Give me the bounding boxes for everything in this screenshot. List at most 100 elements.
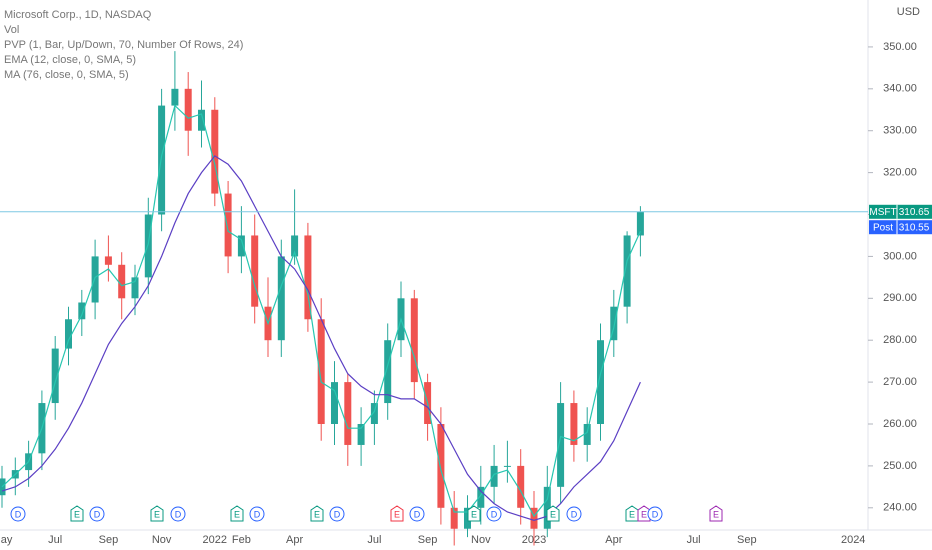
y-tick-label: 270.00 — [883, 376, 917, 388]
x-tick-label: 2022 — [203, 534, 227, 546]
event-icon — [486, 506, 502, 522]
x-tick-label: Sep — [418, 534, 438, 546]
event-icon — [10, 506, 26, 522]
event-icon — [249, 506, 265, 522]
candle-body — [543, 486, 551, 529]
indicator-label: PVP (1, Bar, Up/Down, 70, Number Of Rows… — [4, 39, 243, 51]
event-label: D — [175, 509, 182, 519]
candle-body — [450, 507, 458, 529]
y-tick-label: 340.00 — [883, 83, 917, 95]
candle-body — [171, 88, 179, 106]
candle-body — [344, 382, 352, 445]
currency: USD — [897, 6, 920, 18]
event-label: E — [154, 509, 160, 519]
x-tick-label: 2024 — [841, 534, 865, 546]
candle-body — [131, 277, 139, 299]
event-label: E — [629, 509, 635, 519]
candle-body — [384, 340, 392, 404]
event-label: D — [254, 509, 261, 519]
event-icon — [625, 505, 639, 522]
candle-body — [623, 235, 631, 307]
event-icon — [89, 506, 105, 522]
y-tick-label: 250.00 — [883, 460, 917, 472]
x-tick-label: Jul — [48, 534, 62, 546]
event-icon — [637, 505, 651, 522]
candle-body — [331, 382, 338, 424]
event-label: D — [94, 509, 101, 519]
candle-body — [636, 211, 644, 236]
y-tick-label: 290.00 — [883, 292, 917, 304]
event-label: E — [641, 509, 647, 519]
price-label-bg — [869, 204, 932, 219]
candle-body — [224, 193, 232, 257]
y-tick-label: 330.00 — [883, 125, 917, 137]
x-tick-label: Apr — [286, 534, 303, 546]
event-label: D — [571, 509, 578, 519]
price-label-value: 310.55 — [899, 222, 930, 233]
price-label-value: 310.65 — [899, 207, 930, 218]
y-tick-label: 350.00 — [883, 41, 917, 53]
x-tick-label: Nov — [152, 534, 172, 546]
candle-body — [91, 256, 99, 303]
event-label: E — [550, 509, 556, 519]
event-icon — [546, 505, 560, 522]
candle-body — [477, 486, 485, 508]
candle-body — [317, 319, 325, 424]
x-tick-label: Jul — [687, 534, 701, 546]
candle-body — [530, 507, 538, 529]
event-label: D — [652, 509, 659, 519]
x-tick-label: Nov — [471, 534, 491, 546]
event-icon — [150, 505, 164, 522]
candle-body — [304, 235, 312, 320]
x-tick-label: Feb — [232, 534, 251, 546]
candle-body — [65, 319, 72, 349]
price-label-name: MSFT — [869, 207, 896, 218]
y-tick-label: 260.00 — [883, 418, 917, 430]
candle-body — [503, 465, 511, 467]
candle-body — [251, 235, 259, 307]
indicator-label: EMA (12, close, 0, SMA, 5) — [4, 54, 136, 66]
candle-body — [277, 256, 285, 341]
candle-body — [158, 105, 166, 215]
event-icon — [709, 505, 723, 522]
candle-body — [291, 235, 299, 257]
indicator-label: MA (76, close, 0, SMA, 5) — [4, 69, 129, 81]
candle-body — [517, 465, 525, 508]
event-icon — [310, 505, 324, 522]
event-label: D — [15, 509, 22, 519]
candle-body — [370, 403, 378, 424]
event-icon — [390, 505, 404, 522]
indicator-line — [1, 155, 641, 521]
event-label: E — [234, 509, 240, 519]
candle-body — [410, 298, 418, 383]
x-tick-label: Jul — [367, 534, 381, 546]
event-icon — [467, 505, 481, 522]
candle-body — [78, 302, 86, 320]
event-label: D — [491, 509, 498, 519]
indicator-label: Vol — [4, 24, 19, 36]
candle-body — [610, 306, 618, 341]
event-icon — [230, 505, 244, 522]
price-label-bg — [869, 220, 932, 235]
x-tick-label: Sep — [99, 534, 119, 546]
y-tick-label: 240.00 — [883, 502, 917, 514]
candle-body — [184, 88, 192, 131]
candle-body — [211, 109, 219, 194]
event-label: E — [394, 509, 400, 519]
indicator-line — [1, 104, 641, 518]
event-icon — [170, 506, 186, 522]
y-tick-label: 280.00 — [883, 334, 917, 346]
event-label: E — [314, 509, 320, 519]
event-label: D — [334, 509, 341, 519]
event-label: E — [471, 509, 477, 519]
candle-body — [557, 403, 565, 487]
event-label: E — [713, 509, 719, 519]
candle-body — [104, 256, 112, 265]
event-icon — [70, 505, 84, 522]
candle-body — [118, 264, 126, 299]
candle-body — [570, 403, 578, 445]
event-icon — [329, 506, 345, 522]
candle-body — [437, 424, 445, 508]
candle-body — [237, 235, 245, 257]
